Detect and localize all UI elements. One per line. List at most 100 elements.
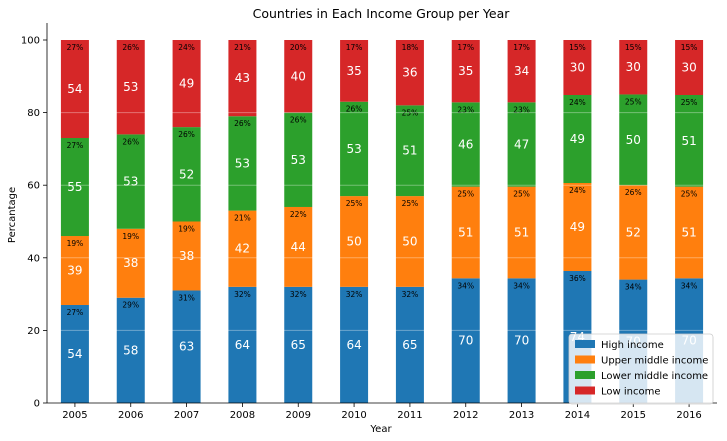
count-label: 49 xyxy=(570,220,585,234)
percent-label: 19% xyxy=(122,232,139,241)
x-tick-label: 2006 xyxy=(118,410,143,421)
count-label: 64 xyxy=(235,338,250,352)
bar-segment xyxy=(507,278,536,403)
count-label: 47 xyxy=(514,138,529,152)
percent-label: 34% xyxy=(625,283,642,292)
count-label: 53 xyxy=(346,142,361,156)
percent-label: 32% xyxy=(346,290,363,299)
bar-segment xyxy=(60,138,89,237)
bars xyxy=(60,40,704,403)
legend-box xyxy=(568,333,714,405)
bar-segment xyxy=(563,40,592,95)
percent-label: 32% xyxy=(234,290,251,299)
y-tick-label: 0 xyxy=(34,399,40,410)
legend-label: Upper middle income xyxy=(601,356,708,367)
bar-segment xyxy=(507,40,536,103)
percent-label: 34% xyxy=(681,281,698,290)
x-tick-label: 2011 xyxy=(397,410,422,421)
percent-label: 24% xyxy=(569,98,586,107)
x-tick-label: 2007 xyxy=(174,410,199,421)
bar-segment xyxy=(116,297,145,403)
count-label: 50 xyxy=(346,234,361,248)
count-label: 30 xyxy=(626,60,641,74)
bar-segment xyxy=(228,40,257,117)
count-label: 30 xyxy=(681,61,696,75)
bar-labels: 27% 54 19% 39 27% 55 27% 54 29% 58 19% 38 26% 53 26% 53… xyxy=(47,43,717,361)
count-label: 49 xyxy=(179,77,194,91)
y-tick-label: 60 xyxy=(27,181,40,192)
bar-segment xyxy=(228,210,257,287)
percent-label: 26% xyxy=(122,43,139,52)
count-label: 65 xyxy=(291,338,306,352)
count-label: 52 xyxy=(626,225,641,239)
count-label: 54 xyxy=(67,82,82,96)
count-label: 36 xyxy=(402,66,417,80)
legend: High income Upper middle income Lower midd… xyxy=(568,333,714,405)
x-tick-label: 2005 xyxy=(62,410,87,421)
bar-segment xyxy=(507,102,536,187)
legend-swatch xyxy=(575,355,595,364)
bar-segment xyxy=(172,290,201,403)
legend-swatch xyxy=(575,371,595,379)
percent-label: 32% xyxy=(290,290,307,299)
percent-label: 32% xyxy=(402,290,419,299)
bar-segment xyxy=(451,186,480,279)
bar-segment xyxy=(228,116,257,211)
percent-label: 26% xyxy=(234,119,251,128)
percent-label: 36% xyxy=(569,274,586,283)
bar-segment xyxy=(507,186,536,279)
count-label: 64 xyxy=(346,338,361,352)
count-label: 70 xyxy=(458,334,473,348)
legend-swatch xyxy=(575,340,595,348)
count-label: 46 xyxy=(458,138,473,152)
count-label: 35 xyxy=(458,64,473,78)
percent-label: 27% xyxy=(67,141,84,150)
bar-segment xyxy=(451,40,480,103)
bar-segment xyxy=(451,278,480,403)
bar-segment xyxy=(675,95,704,187)
count-label: 51 xyxy=(681,226,696,240)
count-label: 55 xyxy=(67,180,82,194)
bar-segment xyxy=(60,40,89,139)
percent-label: 31% xyxy=(178,293,195,302)
count-label: 49 xyxy=(570,132,585,146)
bar-segment xyxy=(284,40,313,113)
percent-label: 26% xyxy=(122,137,139,146)
x-tick-label: 2015 xyxy=(621,410,646,421)
percent-label: 19% xyxy=(67,239,84,248)
bar-segment xyxy=(116,228,145,298)
percent-label: 15% xyxy=(569,43,586,52)
bar-segment xyxy=(172,221,201,291)
percent-label: 24% xyxy=(178,43,195,52)
bar-segment xyxy=(116,40,145,135)
count-label: 53 xyxy=(123,80,138,94)
bar-segment xyxy=(675,186,704,279)
count-label: 39 xyxy=(67,264,82,278)
bar-segment xyxy=(116,134,145,229)
bar-segment xyxy=(172,40,201,128)
count-label: 52 xyxy=(179,167,194,181)
legend-swatch xyxy=(575,386,595,395)
count-label: 63 xyxy=(179,340,194,354)
count-label: 53 xyxy=(291,153,306,167)
bar-segment xyxy=(228,286,257,403)
percent-label: 17% xyxy=(513,43,530,52)
bar-segment xyxy=(395,40,424,106)
bar-segment xyxy=(284,206,313,287)
x-tick-label: 2008 xyxy=(230,410,255,421)
legend-label: Lower middle income xyxy=(601,371,708,382)
count-label: 53 xyxy=(235,156,250,170)
count-label: 30 xyxy=(570,61,585,75)
percent-label: 26% xyxy=(346,105,363,114)
percent-label: 22% xyxy=(290,210,307,219)
y-tick-label: 80 xyxy=(27,108,40,119)
bar-segment xyxy=(563,183,592,271)
percent-label: 17% xyxy=(346,43,363,52)
bar-segment xyxy=(172,127,201,222)
bar-segment xyxy=(395,105,424,197)
bar-segment xyxy=(675,40,704,95)
percent-label: 26% xyxy=(290,116,307,125)
percent-label: 21% xyxy=(234,214,251,223)
percent-label: 18% xyxy=(402,43,419,52)
